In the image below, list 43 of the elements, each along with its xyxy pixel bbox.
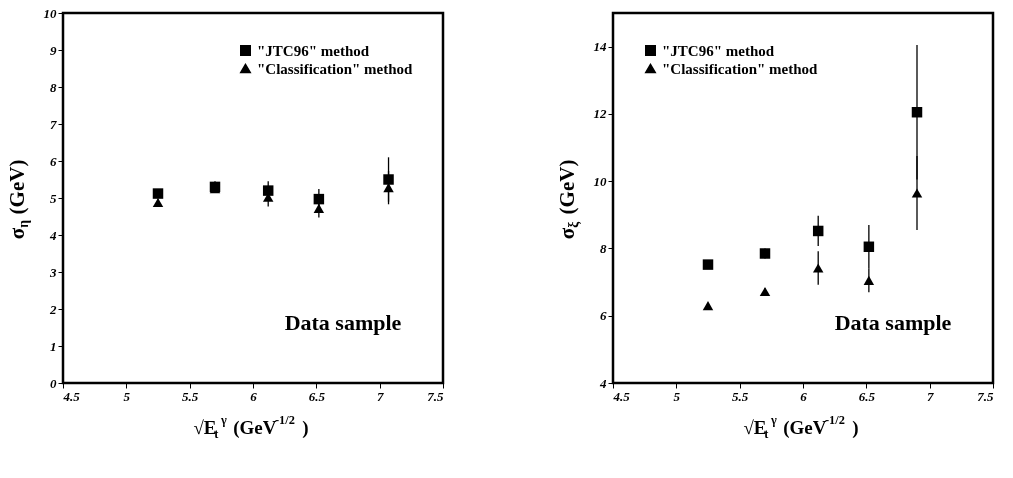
x-tick-label: 5 xyxy=(123,388,131,404)
y-tick-label: 6 xyxy=(50,153,57,169)
y-tick-label: 14 xyxy=(593,39,607,55)
x-tick-label: 7 xyxy=(376,388,384,404)
y-axis-title: ση (GeV) xyxy=(5,159,32,240)
x-tick-label: 5.5 xyxy=(732,388,749,404)
x-tick-label: 7 xyxy=(926,388,934,404)
point xyxy=(383,174,394,185)
y-tick-label: 9 xyxy=(50,42,57,58)
x-tick-label: 4.5 xyxy=(612,388,631,404)
y-tick-label: 5 xyxy=(50,190,57,206)
y-tick-label: 4 xyxy=(49,227,57,243)
annotation: Data sample xyxy=(284,310,402,335)
x-tick-label: 7.5 xyxy=(427,388,444,404)
y-tick-label: 2 xyxy=(49,301,57,317)
y-tick-label: 10 xyxy=(43,5,57,21)
y-tick-label: 4 xyxy=(599,375,607,391)
point xyxy=(812,263,824,273)
y-axis-title: σξ (GeV) xyxy=(555,159,582,240)
x-tick-label: 6 xyxy=(800,388,808,404)
y-tick-label: 12 xyxy=(593,106,607,122)
x-tick-label: 6 xyxy=(250,388,258,404)
legend-label: "Classification" method xyxy=(257,60,414,77)
legend-label: "Classification" method xyxy=(662,60,819,77)
y-tick-label: 7 xyxy=(50,116,57,132)
x-tick-label: 7.5 xyxy=(977,388,994,404)
x-tick-label: 5.5 xyxy=(182,388,199,404)
y-tick-label: 10 xyxy=(593,173,607,189)
y-tick-label: 3 xyxy=(49,264,57,280)
x-tick-label: 5 xyxy=(673,388,681,404)
legend-label: "JTC96" method xyxy=(662,42,775,59)
y-tick-label: 6 xyxy=(600,308,607,324)
legend-label: "JTC96" method xyxy=(257,42,370,59)
x-tick-label: 6.5 xyxy=(858,388,876,404)
x-tick-label: 6.5 xyxy=(308,388,326,404)
y-tick-label: 0 xyxy=(50,375,57,391)
point xyxy=(152,188,164,199)
y-tick-label: 8 xyxy=(50,79,57,95)
point xyxy=(702,259,714,270)
y-tick-label: 8 xyxy=(600,240,607,256)
y-tick-label: 1 xyxy=(50,338,57,354)
x-tick-label: 4.5 xyxy=(62,388,81,404)
annotation: Data sample xyxy=(834,310,952,335)
